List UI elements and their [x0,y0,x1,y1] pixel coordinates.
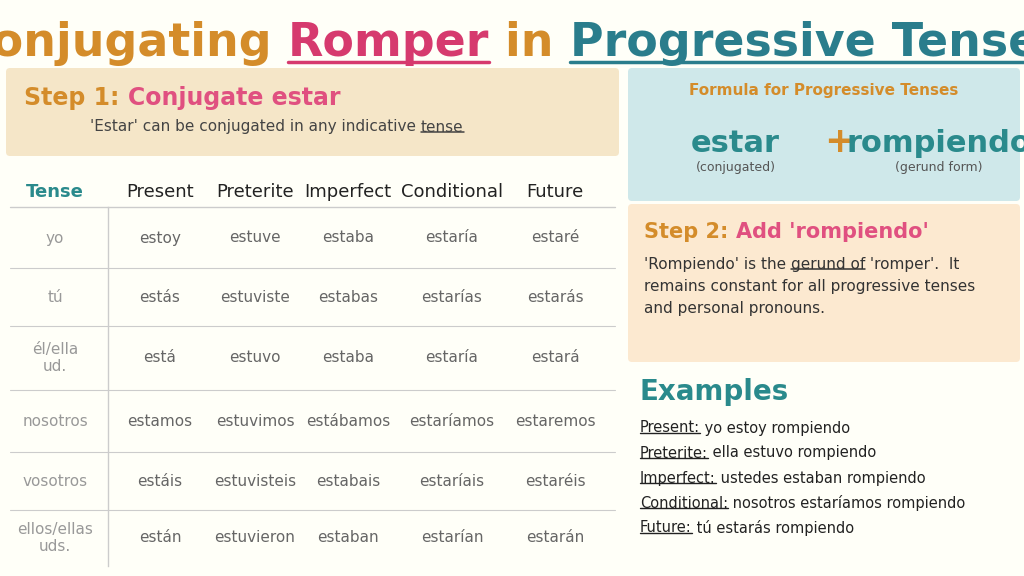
Text: ellos/ellas
uds.: ellos/ellas uds. [17,522,93,554]
Text: él/ella
ud.: él/ella ud. [32,342,78,374]
Text: and personal pronouns.: and personal pronouns. [644,301,825,316]
Text: yo estoy rompiendo: yo estoy rompiendo [700,420,850,435]
Text: Imperfect: Imperfect [304,183,391,201]
Text: estuvieron: estuvieron [215,530,296,545]
Text: estarías: estarías [422,290,482,305]
Text: yo: yo [46,230,65,245]
Text: ella estuvo rompiendo: ella estuvo rompiendo [708,445,877,460]
Text: estaba: estaba [322,351,374,366]
Text: estuviste: estuviste [220,290,290,305]
Text: Formula for Progressive Tenses: Formula for Progressive Tenses [689,82,958,97]
Text: Present:: Present: [640,420,700,435]
Text: Imperfect:: Imperfect: [640,471,716,486]
Text: Conditional: Conditional [401,183,503,201]
Text: estoy: estoy [139,230,181,245]
Text: estuvimos: estuvimos [216,414,294,429]
Text: Conditional:: Conditional: [640,495,728,510]
Text: Tense: Tense [26,183,84,201]
Text: Conjugating: Conjugating [0,21,288,66]
Text: tú: tú [47,290,62,305]
Text: estaréis: estaréis [524,473,586,488]
FancyBboxPatch shape [628,204,1020,362]
FancyBboxPatch shape [6,68,618,156]
Text: in: in [489,21,569,66]
Text: estáis: estáis [137,473,182,488]
Text: Conjugate estar: Conjugate estar [128,86,340,110]
Text: tú estarás rompiendo: tú estarás rompiendo [692,520,854,536]
Text: +: + [824,125,855,159]
Text: (gerund form): (gerund form) [895,161,983,175]
Text: estar: estar [691,130,780,158]
Text: está: está [143,351,176,366]
Text: rompiendo: rompiendo [847,130,1024,158]
Text: Step 1:: Step 1: [24,86,128,110]
Text: estará: estará [530,351,580,366]
Text: Preterite: Preterite [216,183,294,201]
Text: estaban: estaban [317,530,379,545]
Text: estaba: estaba [322,230,374,245]
Text: estás: estás [139,290,180,305]
Text: estarían: estarían [421,530,483,545]
Text: Preterite:: Preterite: [640,445,708,460]
Text: estaremos: estaremos [515,414,595,429]
Text: están: están [138,530,181,545]
Text: 'romper'.  It: 'romper'. It [865,256,959,271]
Text: estaré: estaré [530,230,580,245]
Text: Step 2:: Step 2: [644,222,735,242]
Text: Romper: Romper [288,21,489,66]
Text: (conjugated): (conjugated) [695,161,776,175]
Text: estaríamos: estaríamos [410,414,495,429]
Text: estamos: estamos [127,414,193,429]
Text: estuvisteis: estuvisteis [214,473,296,488]
Text: estarán: estarán [526,530,584,545]
Text: estabas: estabas [318,290,378,305]
Text: Add 'rompiendo': Add 'rompiendo' [735,222,929,242]
Text: estábamos: estábamos [306,414,390,429]
Text: estaría: estaría [426,230,478,245]
Text: ustedes estaban rompiendo: ustedes estaban rompiendo [716,471,926,486]
Text: 'Rompiendo' is the: 'Rompiendo' is the [644,256,791,271]
Text: estuve: estuve [229,230,281,245]
Text: estaría: estaría [426,351,478,366]
Text: estaríais: estaríais [420,473,484,488]
Text: remains constant for all progressive tenses: remains constant for all progressive ten… [644,279,975,294]
Text: Present: Present [126,183,194,201]
Text: Progressive Tenses: Progressive Tenses [569,21,1024,66]
Text: Future:: Future: [640,521,692,536]
Text: vosotros: vosotros [23,473,88,488]
Text: nosotros: nosotros [23,414,88,429]
Text: Future: Future [526,183,584,201]
Text: estuvo: estuvo [229,351,281,366]
Text: nosotros estaríamos rompiendo: nosotros estaríamos rompiendo [728,495,966,511]
Text: estabais: estabais [315,473,380,488]
Text: 'Estar' can be conjugated in any indicative: 'Estar' can be conjugated in any indicat… [90,119,421,135]
Text: tense: tense [421,119,464,135]
Text: gerund of: gerund of [791,256,865,271]
Text: estarás: estarás [526,290,584,305]
FancyBboxPatch shape [628,68,1020,201]
Text: Examples: Examples [640,378,790,406]
